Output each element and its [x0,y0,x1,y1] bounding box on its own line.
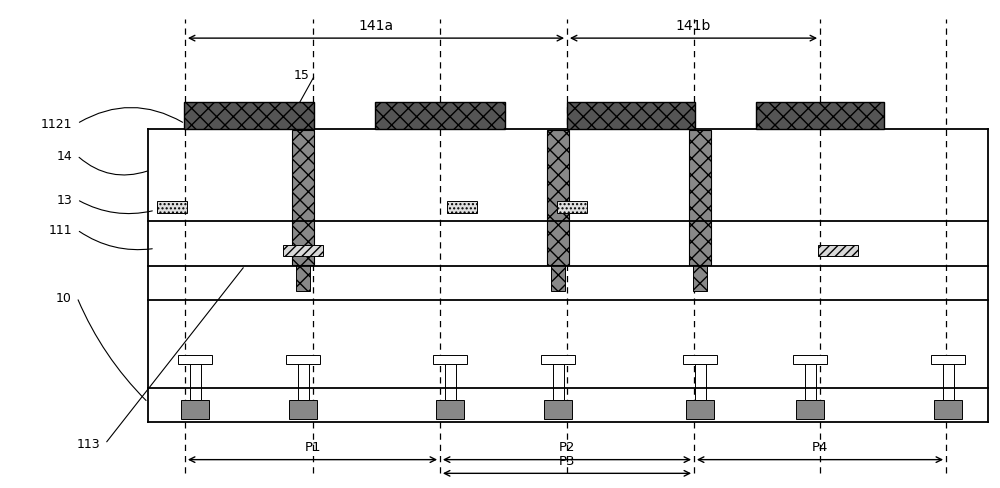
Bar [296,265,310,291]
Bar [818,245,858,256]
Text: P4: P4 [812,440,828,453]
Bar [689,131,711,265]
Bar [686,401,714,419]
Bar [693,265,707,291]
Text: 14: 14 [56,150,72,163]
Bar [292,131,314,265]
Bar [756,102,884,129]
Bar [793,355,827,364]
Text: 111: 111 [48,224,72,237]
Bar [289,401,317,419]
Bar [557,202,587,214]
Bar [436,401,464,419]
Bar [298,364,308,401]
Text: P1: P1 [304,440,321,453]
Bar [433,355,467,364]
Bar [181,401,209,419]
Bar [942,364,954,401]
Bar [157,202,187,214]
Bar [547,131,569,265]
Bar [444,364,456,401]
Text: 1121: 1121 [40,118,72,131]
Bar [934,401,962,419]
Bar [544,401,572,419]
Text: P2: P2 [559,440,575,453]
Bar [931,355,965,364]
Bar [553,364,564,401]
Bar [541,355,575,364]
Text: 15: 15 [294,69,310,82]
Text: 113: 113 [76,438,100,450]
Bar [551,265,565,291]
Text: 13: 13 [56,194,72,206]
Bar [375,102,505,129]
Bar [148,129,988,422]
Text: 10: 10 [56,291,72,304]
Bar [683,355,717,364]
Bar [286,355,320,364]
Bar [805,364,816,401]
Text: 141a: 141a [358,19,394,33]
Bar [190,364,200,401]
Bar [447,202,477,214]
Bar [694,364,706,401]
Text: 141b: 141b [676,19,711,33]
Bar [184,102,314,129]
Bar [796,401,824,419]
Text: P3: P3 [559,454,575,467]
Bar [178,355,212,364]
Bar [567,102,695,129]
Bar [283,245,323,256]
